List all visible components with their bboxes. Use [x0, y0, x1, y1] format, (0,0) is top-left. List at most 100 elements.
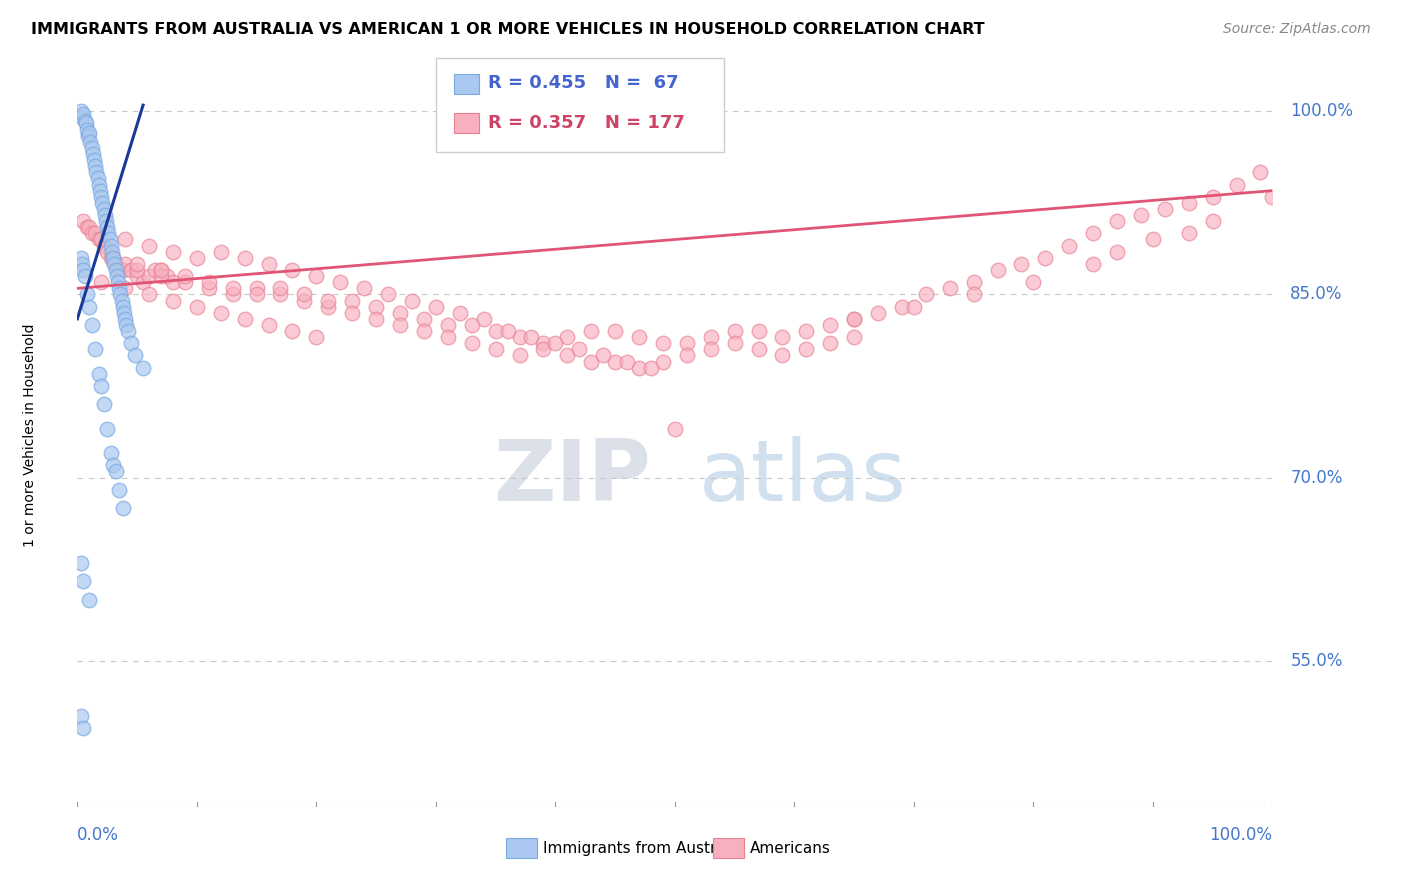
Point [93, 397, 115, 411]
Point [270, 287, 292, 301]
Point [162, 293, 184, 308]
Point [186, 300, 208, 314]
Point [114, 257, 136, 271]
Point [963, 275, 986, 289]
Point [1083, 257, 1105, 271]
Point [86, 165, 108, 179]
Point [103, 257, 125, 271]
Point [509, 330, 531, 344]
Point [114, 281, 136, 295]
Point [425, 300, 447, 314]
Point [70, 708, 93, 723]
Point [605, 354, 627, 368]
Point [353, 281, 375, 295]
Point [796, 324, 818, 338]
Text: 55.0%: 55.0% [1291, 652, 1343, 670]
Point [233, 311, 256, 326]
Point [1226, 178, 1249, 192]
Point [186, 251, 208, 265]
Point [544, 336, 567, 351]
Point [162, 275, 184, 289]
Text: 1 or more Vehicles in Household: 1 or more Vehicles in Household [22, 323, 37, 547]
Point [108, 281, 131, 295]
Point [616, 354, 638, 368]
Point [80, 141, 103, 155]
Point [103, 251, 124, 265]
Point [114, 311, 136, 326]
Point [1250, 165, 1272, 179]
Point [150, 263, 173, 277]
Point [903, 300, 925, 314]
Point [318, 300, 340, 314]
Point [79, 220, 101, 235]
Point [724, 336, 747, 351]
Point [844, 311, 866, 326]
Point [676, 349, 699, 363]
Point [100, 251, 122, 265]
Point [120, 336, 142, 351]
Point [73, 269, 96, 284]
Point [664, 422, 686, 436]
Point [246, 281, 269, 295]
Point [388, 306, 412, 320]
Point [496, 324, 519, 338]
Point [342, 306, 364, 320]
Point [963, 287, 986, 301]
Point [461, 318, 484, 332]
Point [437, 330, 460, 344]
Point [772, 349, 794, 363]
Point [257, 257, 280, 271]
Point [87, 178, 110, 192]
Text: atlas: atlas [699, 436, 907, 519]
Text: R = 0.455   N =  67: R = 0.455 N = 67 [488, 74, 679, 92]
Point [652, 354, 675, 368]
Point [84, 159, 107, 173]
Point [987, 263, 1010, 277]
Point [915, 287, 938, 301]
Point [108, 263, 131, 277]
Point [413, 311, 436, 326]
Point [70, 104, 93, 119]
Point [772, 330, 794, 344]
Point [79, 300, 101, 314]
Point [1059, 238, 1081, 252]
Point [533, 343, 555, 357]
Point [79, 135, 101, 149]
Text: 0.0%: 0.0% [77, 826, 120, 844]
Point [796, 343, 818, 357]
Text: IMMIGRANTS FROM AUSTRALIA VS AMERICAN 1 OR MORE VEHICLES IN HOUSEHOLD CORRELATIO: IMMIGRANTS FROM AUSTRALIA VS AMERICAN 1 … [31, 22, 984, 37]
Point [520, 330, 543, 344]
Point [87, 367, 110, 381]
Point [90, 379, 112, 393]
Point [104, 263, 127, 277]
Point [1178, 195, 1201, 210]
Point [700, 330, 723, 344]
Point [233, 251, 256, 265]
Point [72, 574, 94, 589]
Point [72, 106, 94, 120]
Point [366, 300, 388, 314]
Point [79, 126, 101, 140]
Point [1011, 257, 1033, 271]
Point [84, 227, 107, 241]
Point [138, 287, 160, 301]
Point [96, 220, 118, 235]
Point [1107, 214, 1129, 228]
Point [281, 263, 304, 277]
Point [143, 263, 166, 277]
Point [1083, 227, 1105, 241]
Text: 70.0%: 70.0% [1291, 468, 1343, 486]
Point [700, 343, 723, 357]
Point [1261, 190, 1284, 204]
Point [101, 244, 124, 259]
Point [329, 275, 352, 289]
Point [90, 190, 112, 204]
Point [222, 287, 245, 301]
Point [294, 287, 316, 301]
Point [1142, 232, 1164, 246]
Point [80, 318, 103, 332]
Point [162, 244, 184, 259]
Point [294, 293, 316, 308]
Point [891, 300, 914, 314]
Point [844, 330, 866, 344]
